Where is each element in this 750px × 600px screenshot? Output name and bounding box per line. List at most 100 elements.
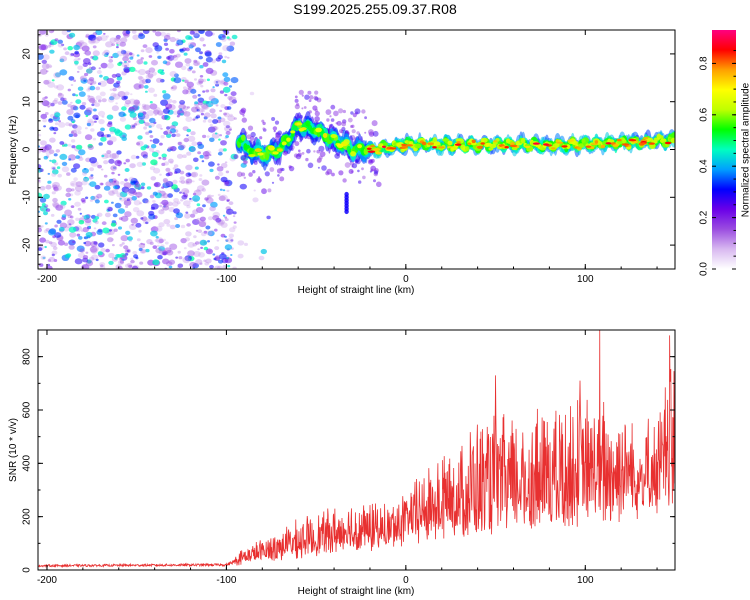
noise-blob	[49, 159, 52, 162]
noise-blob	[114, 256, 118, 260]
noise-blob	[92, 137, 97, 141]
noise-blob	[131, 30, 137, 34]
noise-blob	[162, 90, 167, 94]
noise-blob	[111, 152, 119, 159]
noise-blob	[74, 125, 82, 132]
noise-blob	[158, 246, 165, 252]
noise-blob	[182, 192, 185, 195]
noise-blob	[249, 91, 255, 96]
noise-blob	[91, 245, 95, 249]
noise-blob	[119, 116, 126, 122]
noise-blob	[58, 92, 62, 96]
noise-blob	[159, 112, 163, 116]
ridge-blob	[257, 152, 264, 156]
ridge-hotspot	[406, 144, 414, 147]
noise-blob	[55, 185, 62, 191]
noise-blob	[218, 253, 227, 260]
halo-blob	[307, 162, 314, 169]
noise-blob	[52, 246, 58, 251]
noise-blob	[127, 197, 133, 202]
ridge-blob	[647, 137, 654, 142]
noise-blob	[158, 222, 165, 228]
noise-blob	[143, 61, 148, 65]
ridge-blob	[465, 146, 470, 152]
noise-blob	[89, 181, 97, 188]
noise-blob	[212, 211, 221, 218]
noise-blob	[68, 239, 76, 246]
noise-blob	[46, 146, 52, 151]
ridge-hotspot	[561, 145, 568, 148]
noise-blob	[141, 105, 147, 110]
noise-blob	[57, 42, 64, 48]
noise-blob	[162, 238, 166, 242]
noise-blob	[165, 32, 171, 37]
noise-blob	[122, 134, 126, 138]
noise-blob	[99, 35, 108, 42]
noise-blob	[44, 222, 48, 225]
noise-blob	[217, 265, 223, 269]
noise-blob	[84, 72, 89, 77]
noise-blob	[150, 176, 157, 181]
noise-blob	[210, 102, 214, 106]
halo-blob	[351, 124, 355, 128]
noise-blob	[76, 233, 81, 237]
noise-blob	[106, 62, 114, 69]
noise-blob	[129, 163, 136, 169]
noise-blob	[230, 91, 237, 97]
noise-blob	[199, 37, 205, 42]
y-tick-label: 10	[22, 96, 33, 108]
noise-blob	[96, 214, 100, 217]
noise-blob	[198, 108, 204, 113]
noise-blob	[128, 106, 135, 112]
noise-blob	[148, 67, 156, 73]
noise-blob	[129, 126, 133, 130]
noise-blob	[177, 109, 182, 113]
noise-blob	[228, 201, 234, 206]
noise-blob	[161, 162, 166, 166]
noise-blob	[214, 132, 218, 135]
ridge-hotspot	[532, 142, 540, 145]
noise-blob	[67, 219, 75, 226]
ridge-hotspot	[640, 142, 647, 145]
noise-blob	[188, 44, 194, 49]
ridge-blob	[357, 144, 362, 149]
noise-blob	[171, 121, 179, 127]
noise-blob	[180, 99, 184, 103]
noise-blob	[121, 61, 130, 68]
noise-blob	[105, 41, 113, 48]
noise-blob	[174, 168, 181, 174]
halo-blob	[259, 136, 263, 140]
noise-blob	[96, 212, 103, 217]
noise-blob	[99, 74, 103, 78]
noise-blob	[42, 118, 47, 123]
noise-blob	[74, 50, 79, 55]
noise-blob	[106, 134, 111, 138]
noise-blob	[226, 198, 230, 202]
noise-blob	[173, 54, 177, 58]
noise-blob	[173, 164, 179, 168]
noise-blob	[106, 150, 112, 155]
noise-blob	[214, 228, 218, 232]
noise-blob	[192, 118, 196, 121]
ridge-blob	[300, 127, 307, 131]
noise-blob	[155, 237, 164, 244]
noise-blob	[231, 34, 238, 40]
noise-blob	[168, 259, 176, 265]
noise-blob	[219, 90, 224, 94]
noise-blob	[203, 116, 208, 120]
noise-blob	[85, 231, 93, 238]
noise-blob	[158, 156, 162, 160]
halo-blob	[352, 113, 357, 118]
noise-blob	[99, 91, 106, 97]
noise-blob	[89, 167, 94, 172]
noise-blob	[224, 235, 227, 238]
halo-blob	[368, 129, 374, 135]
noise-blob	[222, 30, 227, 33]
noise-blob	[75, 217, 80, 221]
noise-blob	[211, 125, 218, 131]
noise-blob	[182, 89, 189, 95]
noise-blob	[133, 123, 138, 126]
noise-blob	[239, 183, 247, 190]
noise-blob	[266, 215, 271, 220]
